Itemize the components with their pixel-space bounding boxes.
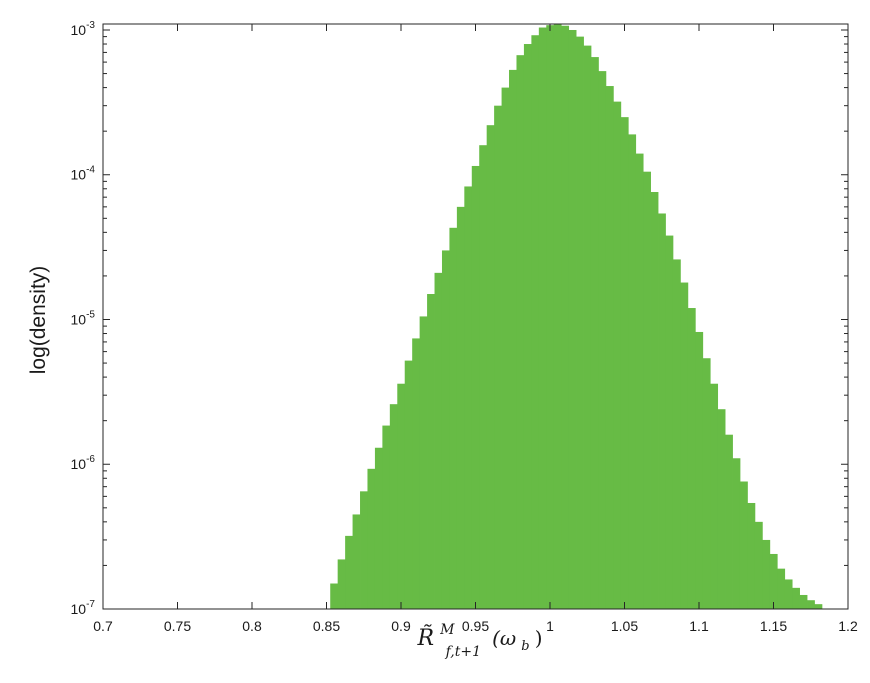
histogram-bar (710, 383, 719, 609)
histogram-bar (576, 36, 584, 610)
x-tick-label: 0.7 (93, 618, 113, 634)
x-tick-label: 1.1 (689, 618, 709, 634)
x-tick-label: 1.15 (760, 618, 787, 634)
y-tick-label: 10-6 (71, 454, 96, 472)
histogram-bar (471, 165, 480, 609)
histogram-bar (367, 468, 376, 609)
histogram-bar (509, 69, 517, 609)
histogram-bar (449, 227, 458, 610)
x-tick-labels: 0.7 0.75 0.8 0.85 0.9 0.95 1 1.05 1.1 1.15 1.2 (93, 618, 858, 634)
x-tick-label: 0.95 (462, 618, 489, 634)
histogram-bar (590, 57, 599, 609)
histogram-bar (598, 71, 607, 610)
x-tick-label: 0.75 (164, 618, 191, 634)
histogram-bar (605, 86, 614, 610)
histogram-bar (665, 235, 674, 609)
y-tick-label: 10-3 (71, 20, 96, 38)
x-axis-symbol: R̃ (416, 625, 434, 651)
histogram-bar (732, 458, 741, 609)
histogram-bar (814, 604, 823, 609)
y-tick-labels: 10-7 10-6 10-5 10-4 10-3 (71, 20, 96, 617)
histogram-bar (672, 259, 681, 609)
histogram-bar (434, 272, 443, 609)
histogram-bar (687, 308, 696, 609)
x-axis-argument: (ω (492, 626, 516, 650)
histogram-bar (650, 192, 659, 609)
histogram-bar (501, 87, 510, 610)
histogram-bar (777, 568, 786, 609)
histogram-bar (516, 55, 525, 610)
histogram-bar (456, 206, 465, 610)
histogram-bar (807, 600, 815, 609)
histogram-bar (412, 338, 421, 609)
histogram-bar (620, 117, 629, 609)
histogram-bar (374, 447, 383, 609)
histogram-bar (352, 514, 361, 609)
histogram-bar (568, 29, 577, 610)
histogram-bar (360, 491, 368, 609)
histogram-bar (419, 316, 428, 609)
x-axis-superscript: M (439, 622, 455, 638)
histogram-bar (680, 282, 689, 609)
histogram-bar (784, 579, 793, 609)
histogram-bar (479, 145, 488, 609)
x-tick-label: 1 (546, 618, 554, 634)
x-axis-title: R̃ M f,t+1 (ω b ) (416, 619, 542, 660)
x-axis-argument-subscript: b (521, 639, 529, 654)
plot-area (102, 23, 849, 610)
histogram-bar (464, 186, 473, 609)
histogram-bar (494, 105, 502, 610)
histogram-bar (799, 594, 808, 609)
x-tick-label: 1.05 (611, 618, 638, 634)
histogram-bar (702, 358, 711, 609)
histogram-bar (658, 213, 666, 610)
histogram-bar (613, 101, 622, 610)
histogram-bar (486, 125, 495, 610)
histogram-bar (531, 35, 540, 610)
histogram-bar (754, 521, 763, 609)
x-axis-subscript: f,t+1 (445, 644, 481, 660)
histogram-bar (441, 250, 450, 609)
x-tick-label: 0.9 (391, 618, 411, 634)
histogram-bar (583, 45, 592, 610)
histogram-bar (747, 502, 756, 609)
x-tick-label: 1.2 (838, 618, 858, 634)
histogram-bar (717, 409, 726, 609)
histogram-bar (695, 331, 704, 609)
x-tick-label: 0.85 (313, 618, 340, 634)
y-tick-label: 10-4 (71, 165, 96, 183)
histogram-bar (546, 25, 555, 609)
histogram-bar (739, 481, 748, 609)
histogram-bar (553, 24, 562, 609)
histogram-bar (389, 404, 398, 609)
histogram-bar (538, 27, 547, 609)
histogram-bar (427, 294, 435, 609)
histogram-bar (330, 583, 339, 609)
histogram-bar (643, 171, 651, 609)
histogram-bar (337, 559, 346, 609)
histogram-bar (725, 434, 733, 609)
histogram-bar (769, 553, 778, 609)
histogram-bar (635, 153, 644, 609)
histogram-bar (628, 134, 637, 609)
histogram-bar (561, 25, 570, 610)
histogram-bar (762, 539, 771, 609)
axis-ticks (102, 24, 849, 610)
histogram-bar (404, 360, 413, 609)
histogram-bar (397, 383, 406, 609)
x-axis-argument-close: ) (535, 626, 543, 650)
x-tick-label: 0.8 (242, 618, 262, 634)
histogram-bars (330, 24, 823, 610)
histogram-bar (345, 535, 353, 609)
y-tick-label: 10-5 (71, 309, 96, 327)
y-tick-label: 10-7 (71, 599, 96, 617)
histogram-bar (792, 587, 800, 609)
y-axis-title: log(density) (27, 266, 50, 375)
histogram-bar (523, 44, 532, 609)
histogram-bar (382, 425, 391, 609)
